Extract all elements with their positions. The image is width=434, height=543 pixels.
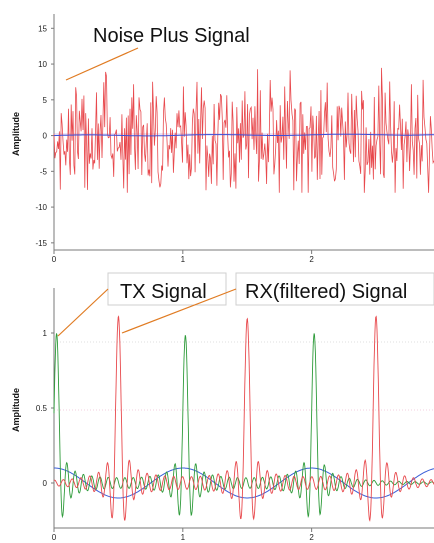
y-tick-label: -5 (40, 167, 48, 176)
x-ticks: 0 1 2 (52, 528, 314, 542)
x-tick-label: 0 (52, 255, 57, 264)
noise-chart: 15 10 5 0 -5 -10 -15 0 1 2 Amplitude Noise Plus … (11, 14, 434, 264)
x-tick-label: 1 (181, 533, 186, 542)
y-ticks: 10.50 (36, 329, 54, 488)
y-axis-label: Amplitude (11, 112, 21, 156)
y-tick-label: 15 (38, 24, 47, 33)
tx-signal-series (53, 333, 434, 519)
noise-plus-signal-callout: Noise Plus Signal (93, 25, 250, 47)
x-ticks: 0 1 2 (52, 250, 314, 264)
baseline-signal-series (53, 133, 434, 137)
tx-signal-callout: TX Signal (120, 281, 207, 303)
y-tick-label: 0.5 (36, 404, 48, 413)
y-tick-label: 5 (43, 96, 48, 105)
rx-signal-series (53, 315, 434, 522)
x-tick-label: 0 (52, 533, 57, 542)
x-tick-label: 1 (181, 255, 186, 264)
carrier-series (54, 467, 434, 499)
callout-line (65, 47, 139, 81)
y-axis-label: Amplitude (11, 388, 21, 432)
tx-callout-line (57, 288, 109, 337)
tx-callout-box (107, 272, 227, 306)
y-ticks: 15 10 5 0 -5 -10 -15 (35, 24, 54, 248)
noise-signal-series (53, 67, 434, 193)
y-tick-label: 1 (43, 329, 48, 338)
y-tick-label: 0 (43, 479, 48, 488)
y-tick-label: 0 (43, 132, 48, 141)
y-tick-label: -15 (35, 239, 47, 248)
rx-callout-box (235, 272, 434, 306)
y-tick-label: 10 (38, 60, 47, 69)
y-tick-label: -10 (35, 203, 47, 212)
x-tick-label: 2 (309, 255, 314, 264)
x-tick-label: 2 (309, 533, 314, 542)
rx-signal-callout: RX(filtered) Signal (245, 281, 407, 303)
rx-callout-line (121, 288, 237, 334)
